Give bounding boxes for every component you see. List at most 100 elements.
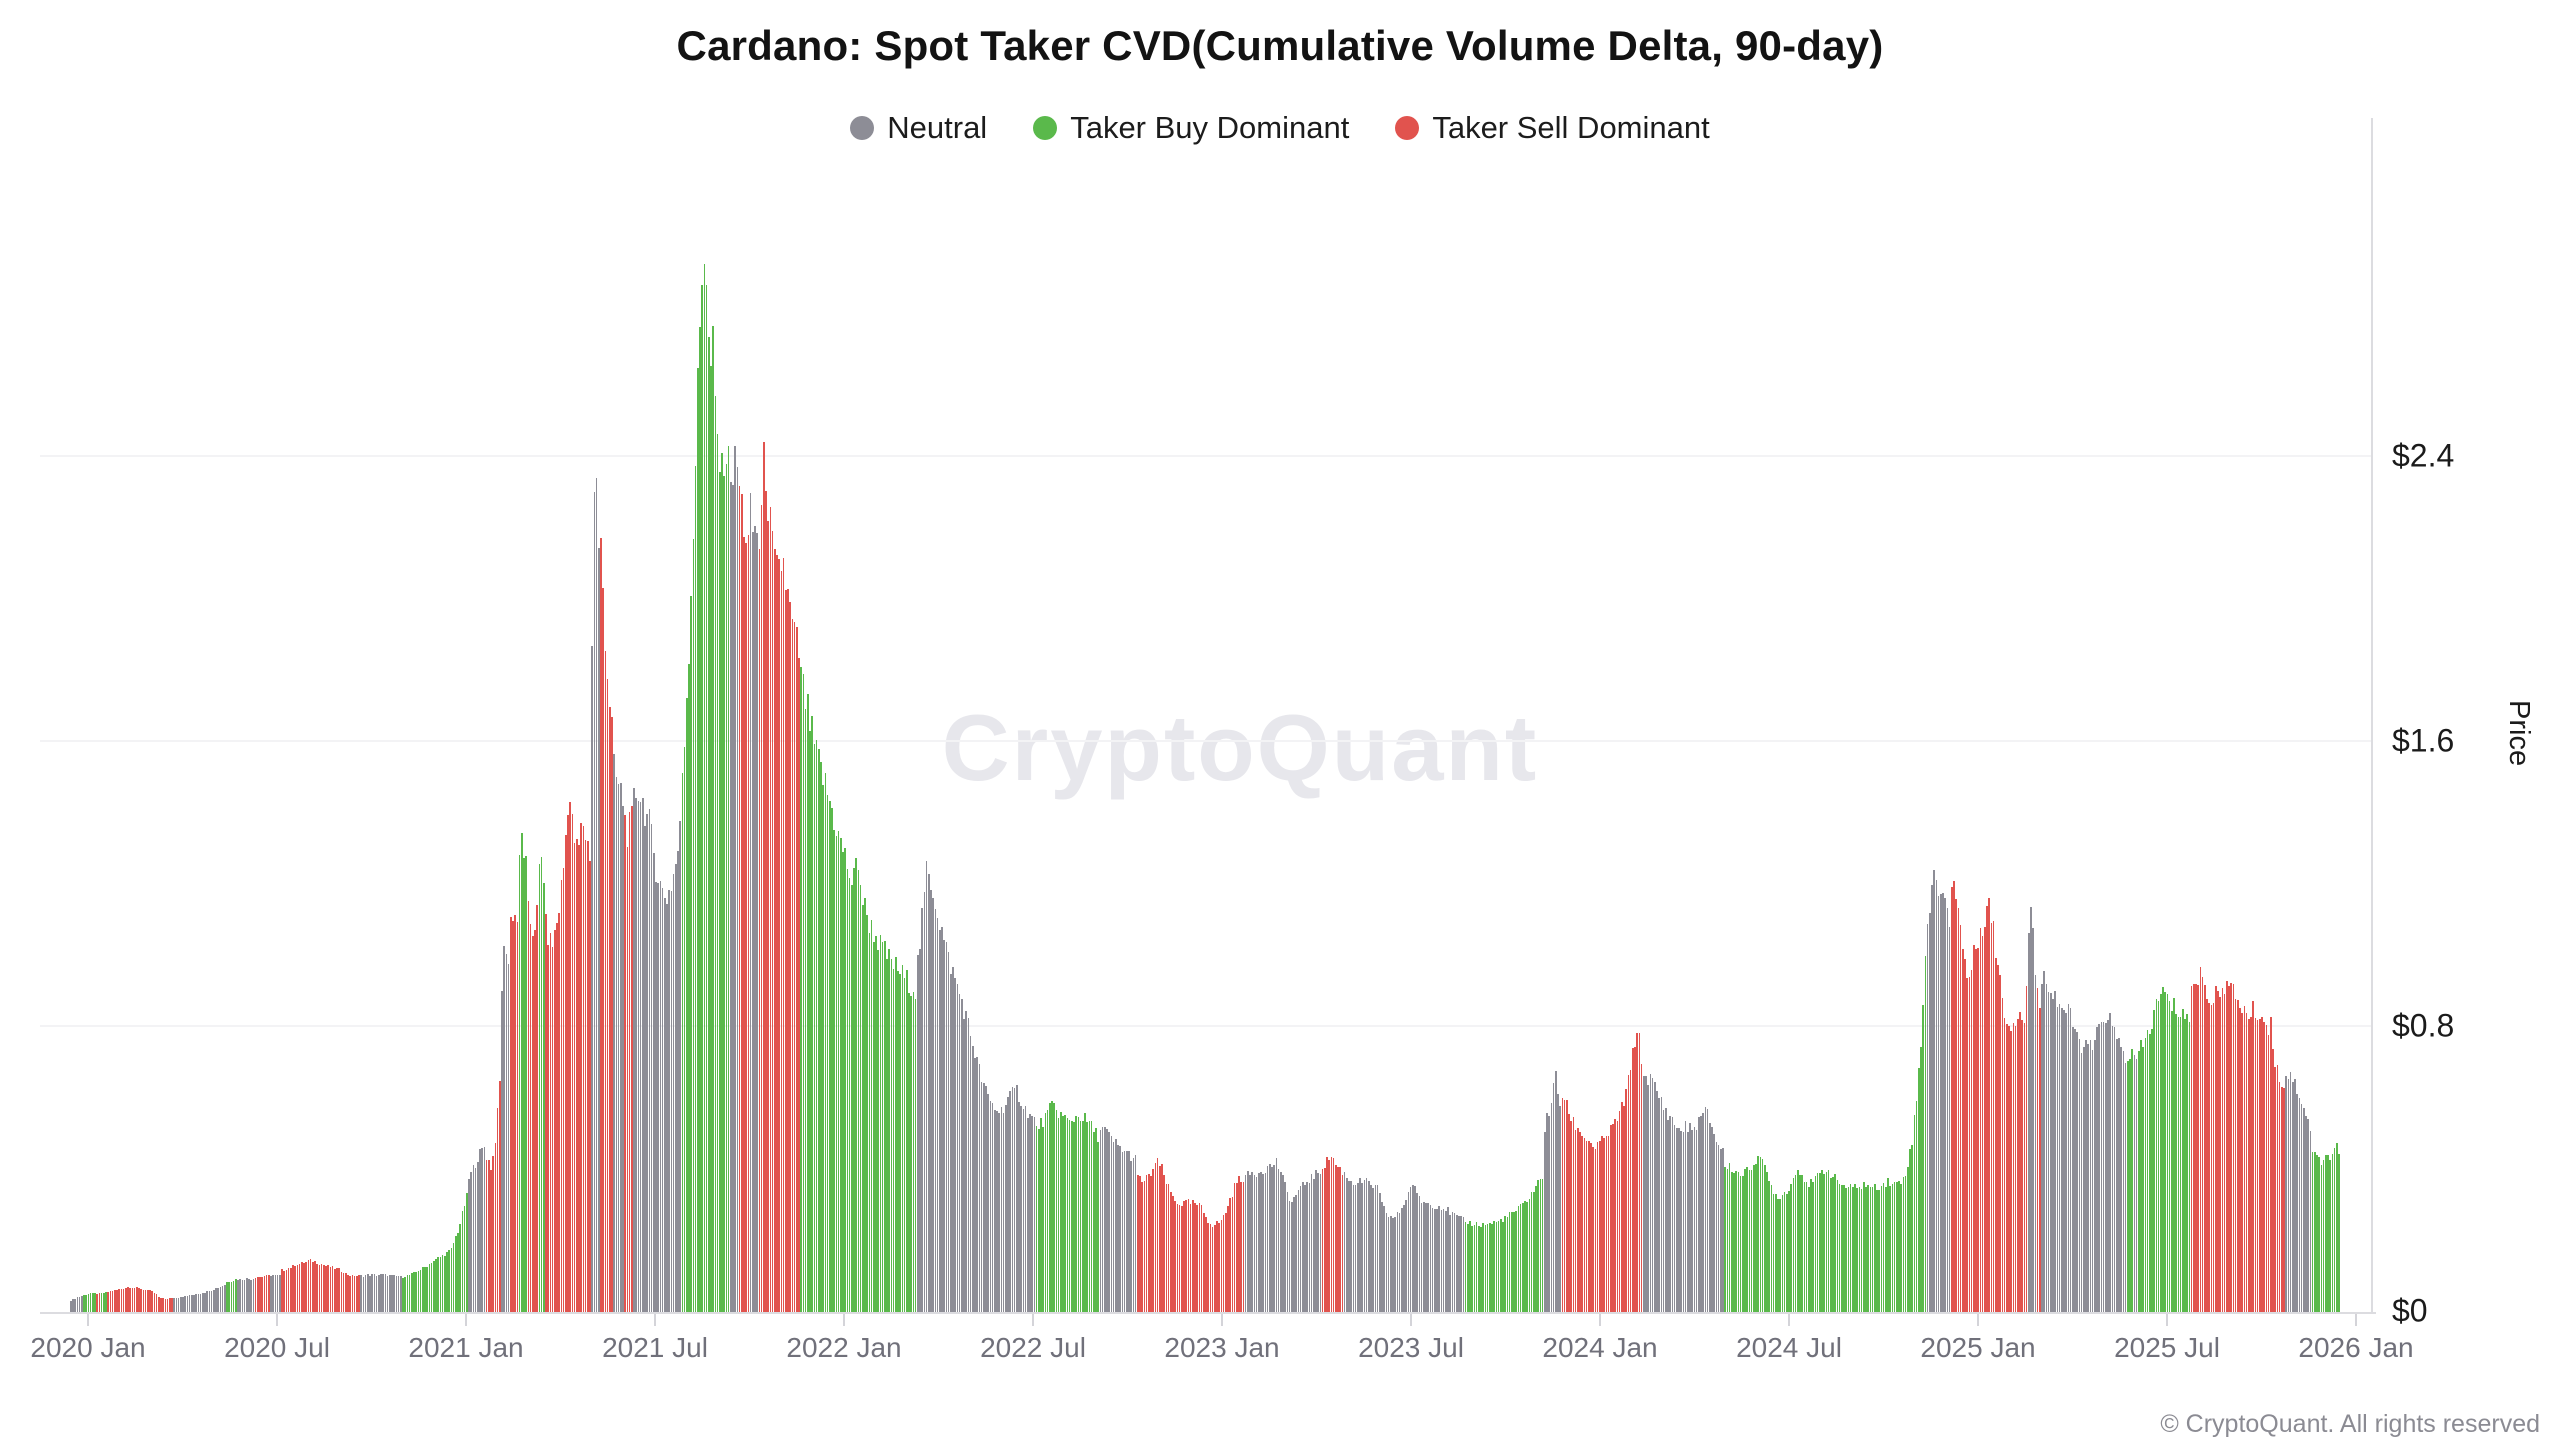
price-bar	[1702, 1112, 1705, 1312]
price-bar	[2058, 1004, 2061, 1312]
x-axis-tick	[276, 1314, 278, 1326]
price-bar	[2129, 1059, 2131, 1312]
price-bar	[334, 1268, 336, 1312]
price-bar	[1867, 1184, 1870, 1312]
price-bar	[1051, 1101, 1053, 1312]
price-bar	[1759, 1156, 1762, 1312]
price-bar	[1915, 1100, 1918, 1312]
price-bar	[118, 1289, 121, 1312]
price-bar	[780, 570, 783, 1312]
price-bar	[1000, 1107, 1003, 1312]
price-bar	[593, 492, 596, 1312]
price-bar	[1145, 1174, 1148, 1312]
price-bar	[2032, 927, 2035, 1312]
price-bar	[516, 922, 519, 1312]
gridline	[40, 455, 2372, 457]
price-bar	[2278, 1082, 2281, 1312]
price-bar	[2164, 991, 2167, 1312]
price-bar	[587, 840, 589, 1312]
price-bar	[582, 826, 585, 1312]
chart-legend: Neutral Taker Buy Dominant Taker Sell Do…	[0, 110, 2560, 146]
x-axis-tick	[654, 1314, 656, 1326]
price-bar	[1680, 1131, 1683, 1312]
price-bar	[661, 887, 664, 1312]
price-bar	[1007, 1097, 1009, 1312]
price-bar	[1673, 1125, 1676, 1312]
price-bar	[2083, 1047, 2085, 1312]
price-bar	[353, 1276, 356, 1312]
price-bar	[1247, 1171, 1249, 1312]
price-bar	[485, 1160, 488, 1312]
price-bar	[1854, 1183, 1856, 1312]
legend-item-taker-buy-dominant[interactable]: Taker Buy Dominant	[1033, 110, 1349, 146]
price-bar	[2294, 1078, 2296, 1312]
x-axis-line	[40, 1312, 2376, 1314]
price-bar	[301, 1261, 303, 1312]
price-bar	[512, 921, 514, 1312]
price-bar	[532, 935, 534, 1312]
price-bar	[1295, 1195, 1298, 1312]
price-bar	[1491, 1224, 1493, 1312]
price-bar	[688, 664, 690, 1312]
price-bar	[906, 969, 908, 1312]
price-bar	[1328, 1159, 1331, 1312]
price-bar	[1321, 1168, 1324, 1312]
price-bar	[1772, 1194, 1775, 1312]
price-bar	[219, 1286, 222, 1312]
price-bar	[2054, 990, 2057, 1312]
price-bar	[1154, 1163, 1157, 1312]
price-bar	[1739, 1175, 1742, 1312]
price-bar	[1185, 1200, 1188, 1312]
price-bar	[930, 889, 932, 1312]
price-bar	[142, 1289, 145, 1312]
price-bar	[1979, 927, 1982, 1312]
price-bar	[972, 1045, 974, 1312]
price-bar	[1585, 1141, 1588, 1312]
price-bar	[133, 1287, 136, 1312]
price-bar	[1669, 1115, 1672, 1312]
price-bar	[1434, 1208, 1436, 1312]
price-bar	[741, 494, 743, 1312]
price-bar	[1577, 1127, 1579, 1312]
price-bar	[1561, 1097, 1564, 1312]
copyright-notice: © CryptoQuant. All rights reserved	[2160, 1410, 2540, 1438]
price-bar	[1746, 1166, 1749, 1312]
price-bar	[248, 1279, 250, 1312]
price-bar	[1541, 1179, 1544, 1312]
price-bar	[246, 1278, 248, 1312]
price-bar	[1264, 1173, 1267, 1312]
price-bar	[1350, 1181, 1353, 1312]
price-bar	[738, 486, 741, 1312]
price-bar	[648, 809, 651, 1312]
price-bar	[842, 852, 844, 1312]
price-bar	[837, 831, 840, 1312]
legend-item-neutral[interactable]: Neutral	[850, 110, 987, 146]
price-bar	[529, 924, 532, 1312]
price-bar	[138, 1288, 140, 1312]
price-bar	[835, 836, 838, 1312]
legend-item-taker-sell-dominant[interactable]: Taker Sell Dominant	[1395, 110, 1710, 146]
price-bar	[2210, 1004, 2213, 1312]
price-bar	[1271, 1166, 1273, 1312]
price-bar	[1447, 1207, 1449, 1312]
price-bar	[846, 868, 849, 1312]
price-bar	[1856, 1187, 1859, 1312]
price-bar	[1385, 1213, 1388, 1312]
price-bar	[1649, 1074, 1652, 1312]
price-bar	[1458, 1215, 1460, 1312]
price-bar	[1440, 1210, 1443, 1312]
price-bar	[1416, 1193, 1419, 1312]
price-bar	[2168, 1000, 2171, 1312]
price-bar	[1693, 1126, 1696, 1312]
price-bar	[633, 787, 635, 1312]
price-bar	[83, 1294, 85, 1312]
price-bar	[1240, 1181, 1243, 1312]
price-bar	[1115, 1139, 1117, 1312]
price-bar	[173, 1297, 176, 1312]
price-bar	[2283, 1088, 2285, 1312]
price-bar	[809, 730, 811, 1312]
x-axis-tick	[1977, 1314, 1979, 1326]
price-bar	[538, 864, 541, 1312]
price-bar	[2056, 1007, 2059, 1312]
